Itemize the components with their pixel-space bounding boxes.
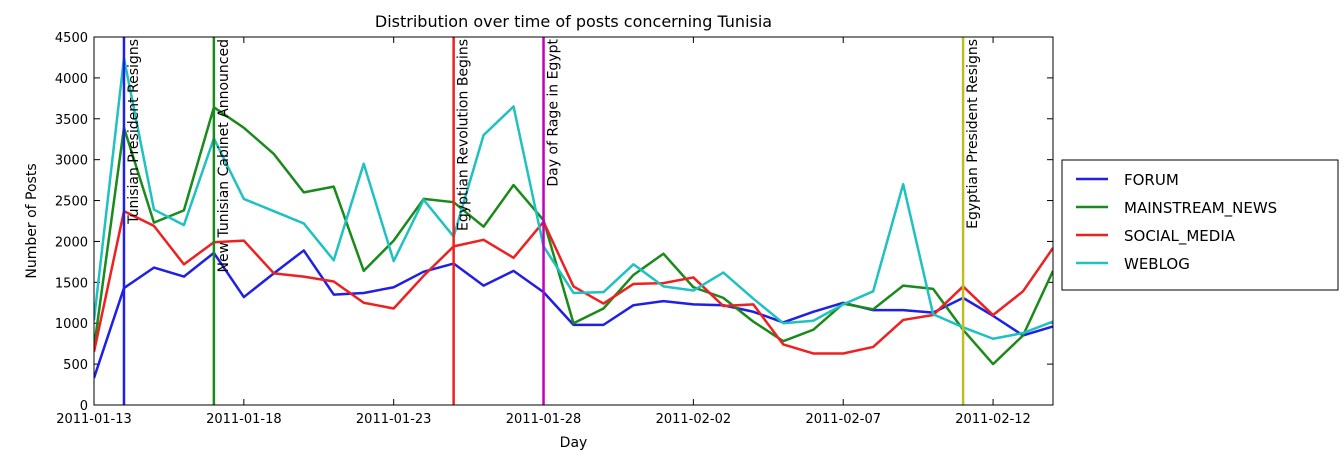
y-tick-label: 500 (63, 358, 88, 373)
x-tick-label: 2011-02-12 (955, 412, 1031, 427)
plot-frame (93, 36, 1054, 406)
y-tick-label: 3000 (55, 154, 88, 169)
x-tick-label: 2011-01-23 (356, 412, 432, 427)
x-tick-label: 2011-01-13 (56, 412, 132, 427)
y-tick-label: 3500 (55, 113, 88, 128)
y-tick-label: 2500 (55, 195, 88, 210)
event-label: Egyptian President Resigns (965, 39, 981, 229)
y-tick-label: 2000 (55, 235, 88, 250)
legend-entry: WEBLOG (1124, 255, 1190, 273)
legend: FORUM MAINSTREAM_NEWS SOCIAL_MEDIA WEBLOG (1061, 159, 1339, 291)
legend-entry: SOCIAL_MEDIA (1124, 227, 1236, 246)
event-label: Egyptian Revolution Begins (456, 39, 472, 231)
x-tick-label: 2011-02-02 (656, 412, 732, 427)
legend-entry: MAINSTREAM_NEWS (1124, 199, 1277, 218)
series-line-social-media (94, 209, 1053, 355)
x-tick-label: 2011-01-28 (506, 412, 582, 427)
series-line-mainstream-news (94, 106, 1053, 366)
series-line-weblog (94, 57, 1053, 341)
x-tick-label: 2011-01-18 (206, 412, 282, 427)
plot-area: 0 500 1000 1500 2000 2500 3000 3500 4000 4500 2011… (55, 31, 1054, 427)
event-label: New Tunisian Cabinet Announced (216, 39, 232, 273)
x-axis-label: Day (560, 435, 588, 451)
event-label: Day of Rage in Egypt (546, 39, 562, 187)
chart-title: Distribution over time of posts concerni… (375, 12, 772, 31)
legend-entry: FORUM (1124, 171, 1179, 189)
y-tick-label: 4500 (55, 31, 88, 46)
y-tick-label: 1000 (55, 317, 88, 332)
legend-box (1061, 159, 1339, 291)
y-tick-label: 4000 (55, 72, 88, 87)
y-tick-label: 0 (80, 399, 88, 414)
y-tick-label: 1500 (55, 276, 88, 291)
event-label: Tunisian President Resigns (126, 39, 142, 225)
x-tick-label: 2011-02-07 (805, 412, 881, 427)
y-axis-label: Number of Posts (24, 163, 40, 278)
series-line-forum (94, 249, 1053, 379)
